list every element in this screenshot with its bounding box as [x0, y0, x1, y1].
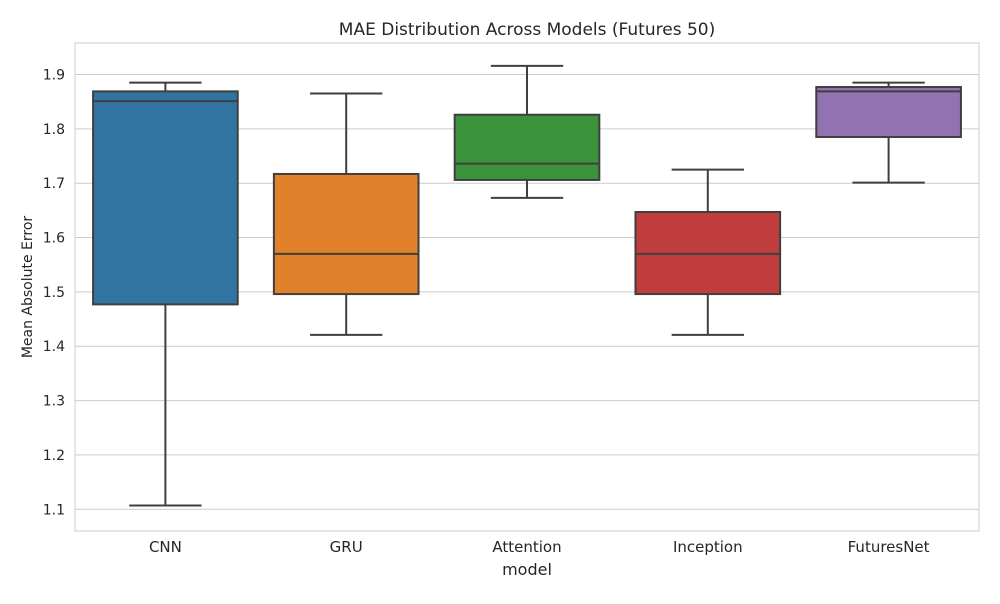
- y-tick-label: 1.7: [43, 176, 65, 192]
- box-gru: [272, 92, 420, 336]
- y-tick-label: 1.4: [43, 339, 65, 355]
- y-tick-label: 1.9: [43, 68, 65, 84]
- iqr-box: [92, 90, 239, 306]
- iqr-box: [815, 86, 962, 139]
- box-layer: [92, 64, 962, 507]
- x-tick-label: Attention: [492, 538, 561, 556]
- x-tick-labels: CNN GRU Attention Inception FuturesNet: [149, 538, 930, 556]
- iqr-box: [272, 172, 420, 296]
- y-tick-labels: 1.1 1.2 1.3 1.4 1.5 1.6 1.7 1.8 1.9: [43, 68, 65, 519]
- y-tick-label: 1.6: [43, 231, 65, 247]
- iqr-box: [453, 113, 601, 181]
- box-inception: [634, 168, 782, 336]
- box-futuresnet: [815, 81, 962, 184]
- x-tick-label: CNN: [149, 538, 182, 556]
- x-axis-label: model: [502, 560, 552, 579]
- y-tick-label: 1.2: [43, 448, 65, 464]
- box-attention: [453, 64, 601, 199]
- box-cnn: [92, 81, 239, 507]
- x-tick-label: Inception: [673, 538, 743, 556]
- y-tick-label: 1.1: [43, 502, 65, 518]
- y-tick-label: 1.8: [43, 122, 65, 138]
- y-tick-label: 1.3: [43, 394, 65, 410]
- x-tick-label: GRU: [330, 538, 363, 556]
- plot-frame: [74, 42, 980, 532]
- x-tick-label: FuturesNet: [848, 538, 930, 556]
- chart-title: MAE Distribution Across Models (Futures …: [339, 20, 715, 40]
- y-tick-label: 1.5: [43, 285, 65, 301]
- y-axis-label: Mean Absolute Error: [20, 216, 36, 359]
